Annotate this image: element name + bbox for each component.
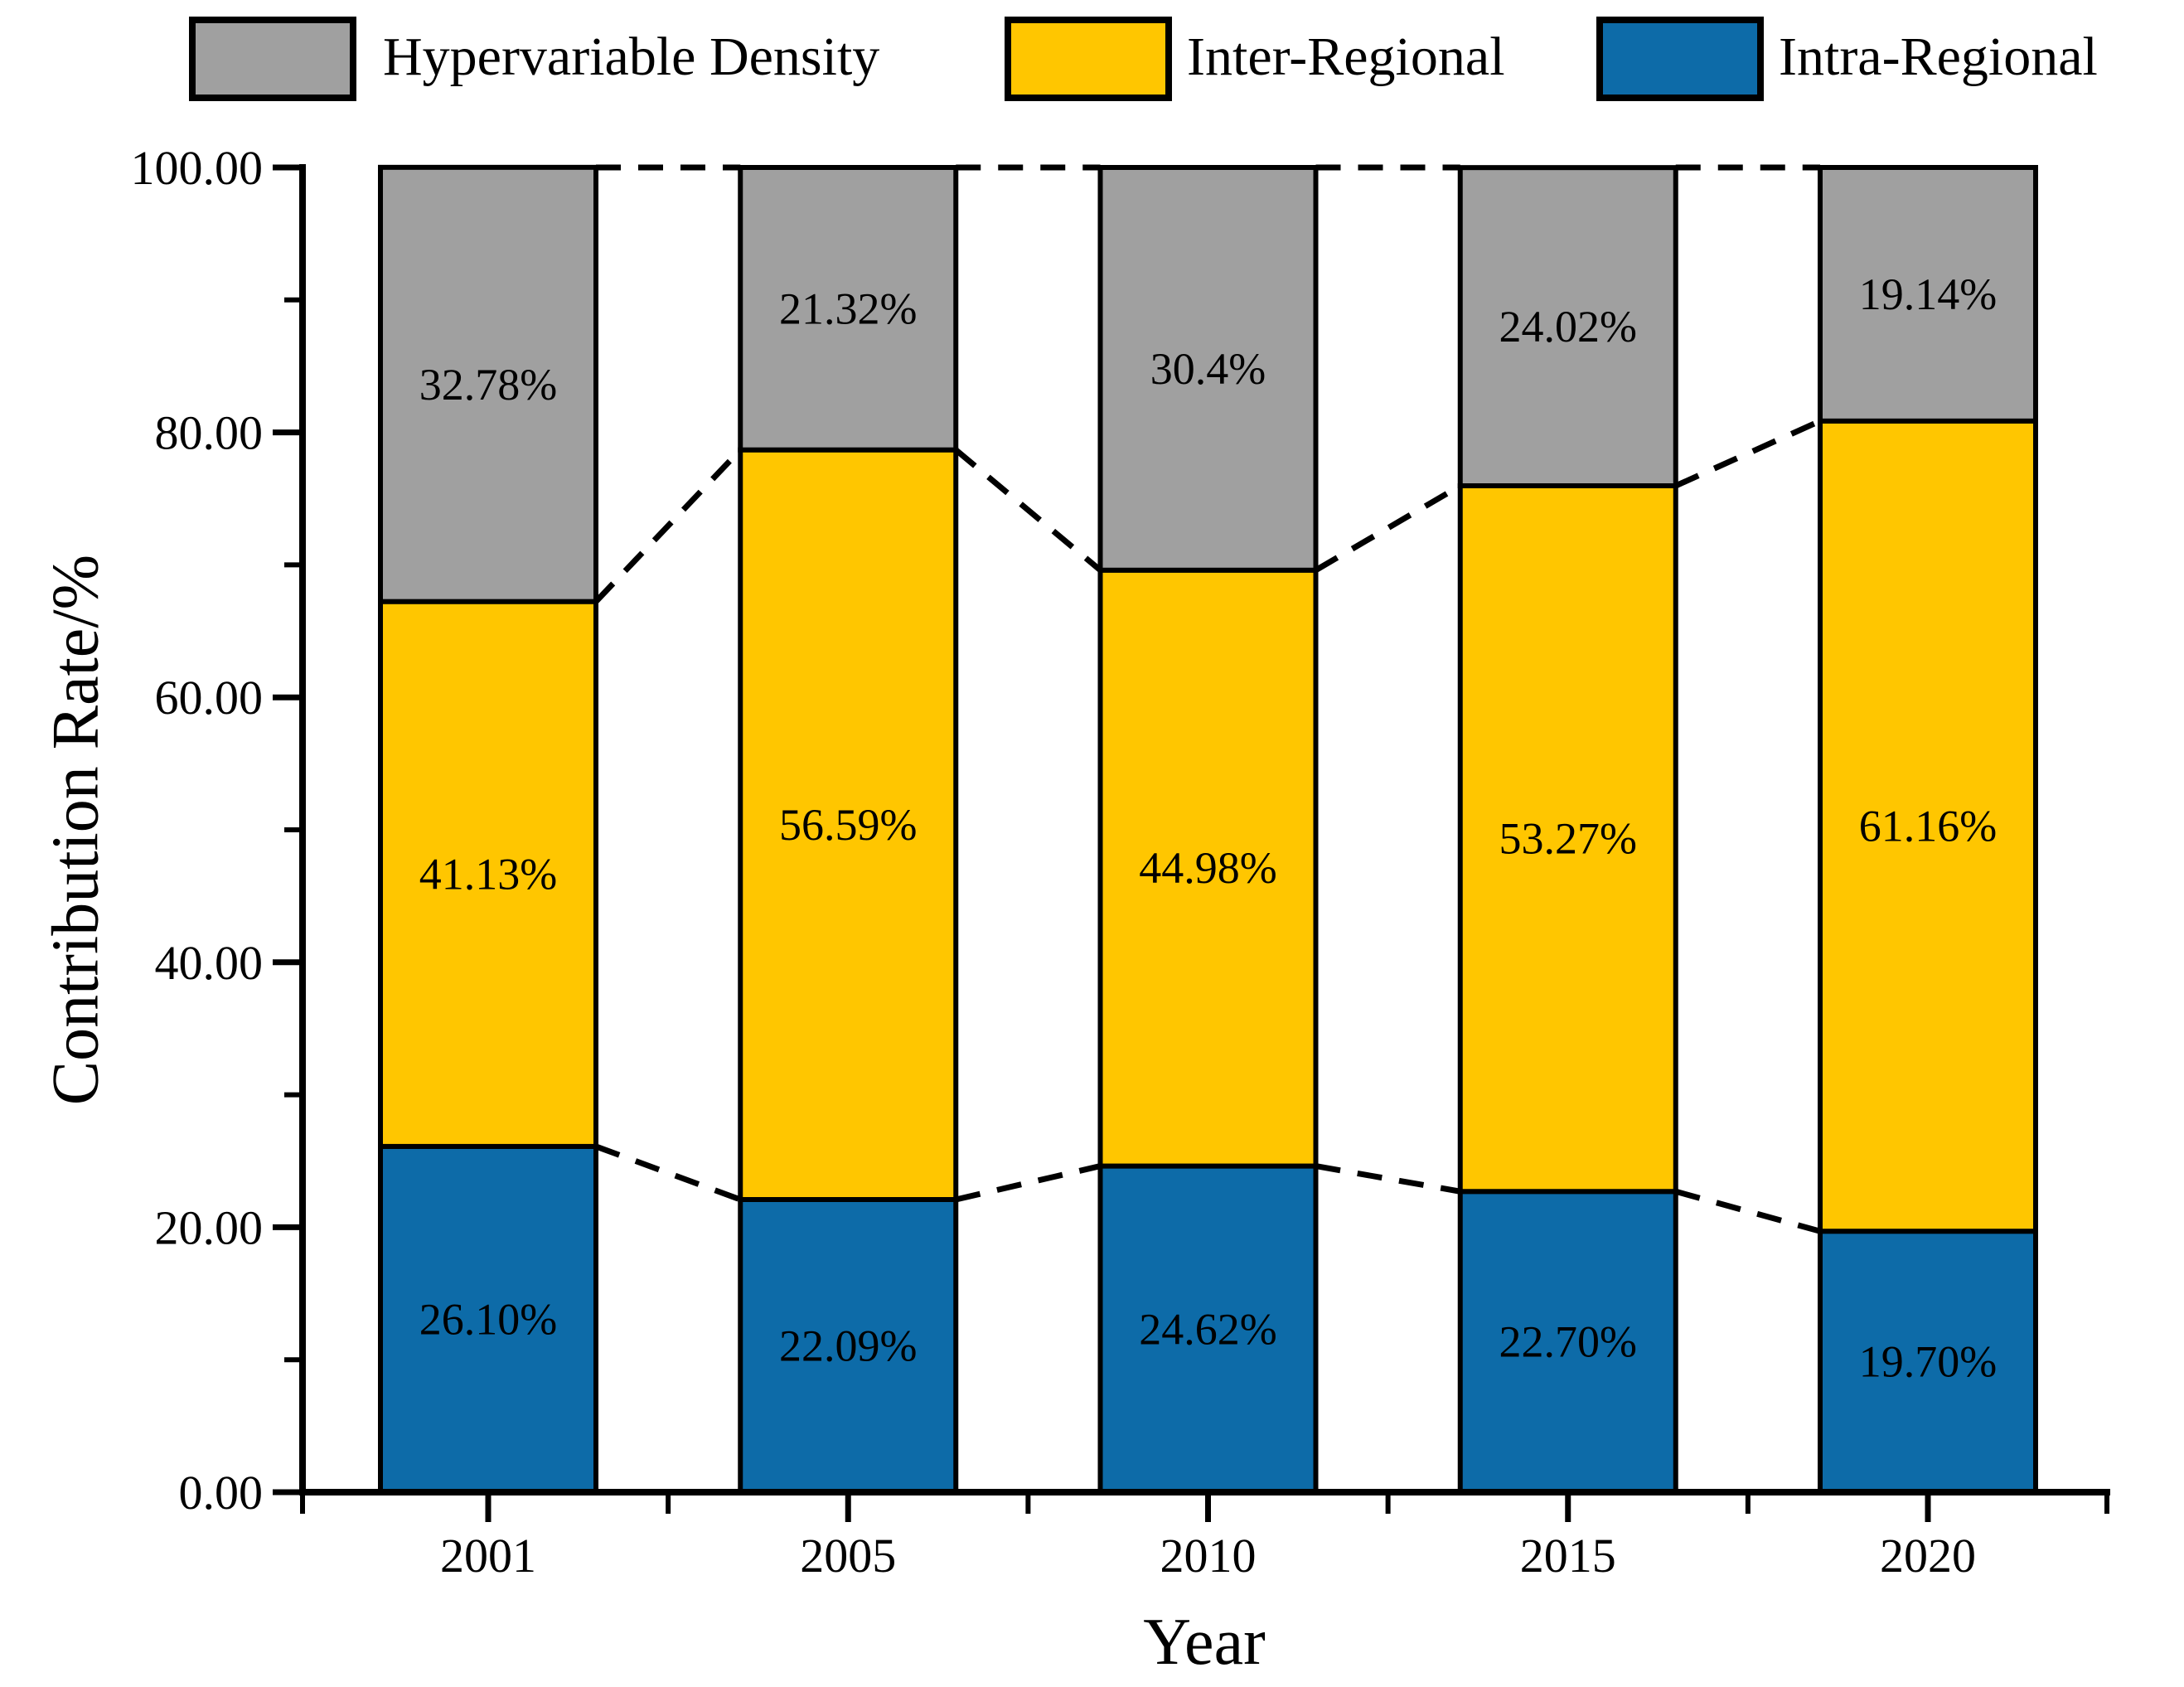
bar-segment-inter-regional — [738, 447, 959, 1203]
bar-segment-inter-regional — [1457, 482, 1678, 1195]
bar-segment-hypervariable-density — [378, 164, 598, 604]
connector-dashed-line — [955, 1163, 1102, 1203]
legend-swatch-hypervariable-density — [189, 17, 356, 101]
connector-dashed-line — [593, 448, 743, 604]
bar-segment-intra-regional — [738, 1197, 959, 1496]
bar-segment-intra-regional — [1457, 1189, 1678, 1496]
legend-swatch-intra-regional — [1596, 17, 1764, 101]
bar-segment-hypervariable-density — [1457, 165, 1678, 488]
legend-swatch-inter-regional — [1005, 17, 1172, 101]
bar-segment-label: 24.02% — [1499, 302, 1637, 351]
y-tick-label: 40.00 — [155, 936, 264, 990]
x-tick-label: 2020 — [1880, 1529, 1976, 1583]
bar-segment-label: 32.78% — [419, 360, 557, 410]
y-tick-label: 0.00 — [179, 1466, 264, 1520]
x-tick-label: 2005 — [800, 1529, 896, 1583]
bar-segment-hypervariable-density — [738, 165, 959, 453]
connector-dashed-line — [1314, 482, 1462, 573]
legend-label-intra-regional: Intra-Regional — [1779, 27, 2098, 87]
x-tick-label: 2001 — [440, 1529, 536, 1583]
connector-dashed-line — [1674, 1188, 1821, 1234]
x-tick-label: 2010 — [1160, 1529, 1257, 1583]
bar-segment-label: 22.09% — [779, 1321, 917, 1371]
connector-dashed-line — [954, 448, 1102, 573]
bar-segment-label: 53.27% — [1499, 814, 1637, 864]
bar-segment-label: 21.32% — [779, 284, 917, 333]
bar-segment-inter-regional — [378, 599, 598, 1149]
bar-segment-label: 44.98% — [1139, 843, 1276, 893]
legend-label-hypervariable-density: Hypervariable Density — [383, 27, 880, 87]
connector-dashed-line — [1674, 418, 1822, 489]
y-tick-label: 20.00 — [155, 1200, 264, 1254]
x-axis-title: Year — [1143, 1606, 1266, 1679]
bar-segment-label: 30.4% — [1150, 344, 1266, 394]
bar-segment-hypervariable-density — [1097, 165, 1319, 573]
bar-segment-label: 19.14% — [1859, 269, 1997, 319]
y-tick-label: 100.00 — [131, 141, 264, 195]
bar-segment-label: 19.70% — [1859, 1337, 1997, 1387]
x-tick-label: 2015 — [1520, 1529, 1616, 1583]
bar-segment-intra-regional — [378, 1143, 598, 1495]
connector-dashed-line — [594, 1143, 742, 1203]
bar-segment-label: 22.70% — [1499, 1317, 1637, 1367]
bar-segment-hypervariable-density — [1818, 165, 2038, 424]
connector-dashed-line — [1315, 1163, 1461, 1195]
bar-segment-intra-regional — [1097, 1163, 1319, 1495]
y-axis-title: Contribution Rate/% — [39, 554, 113, 1106]
bar-segment-intra-regional — [1818, 1229, 2038, 1495]
y-tick-label: 80.00 — [155, 406, 264, 460]
bar-segment-label: 26.10% — [419, 1294, 557, 1344]
bar-segment-label: 24.62% — [1139, 1304, 1276, 1354]
legend: Hypervariable Density Inter-Regional Int… — [0, 0, 2184, 108]
y-tick-label: 60.00 — [155, 671, 264, 725]
bar-segment-label: 41.13% — [419, 849, 557, 899]
bar-segment-label: 61.16% — [1859, 802, 1997, 851]
bar-segment-inter-regional — [1097, 567, 1319, 1169]
legend-label-inter-regional: Inter-Regional — [1187, 27, 1505, 87]
bar-segment-label: 56.59% — [779, 800, 917, 850]
